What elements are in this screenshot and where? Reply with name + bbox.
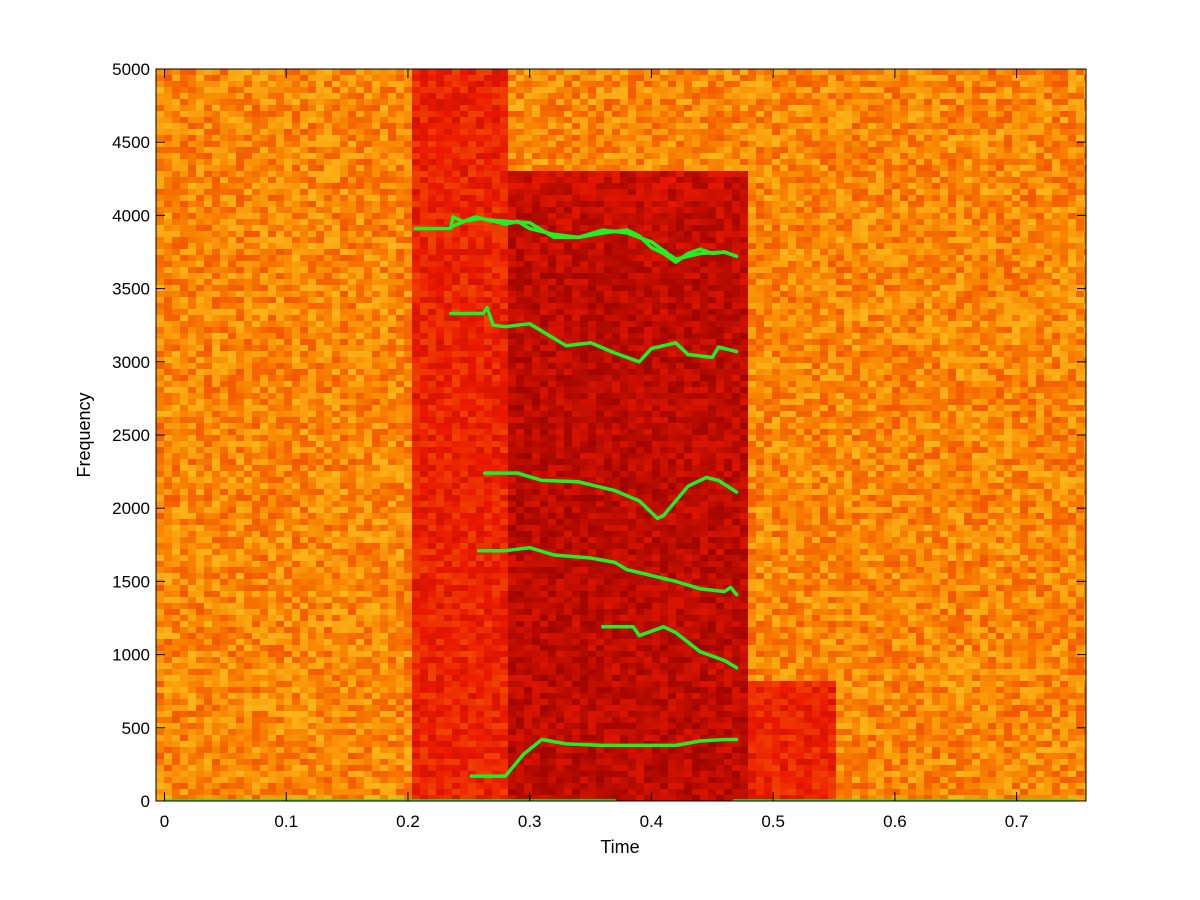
formant-track-4	[482, 471, 739, 521]
formant-track-7	[469, 737, 739, 778]
y-axis-ticks: 0 500 1000 1500 2000 2500 3000 3500 4000 4500 5000	[112, 60, 1086, 811]
formant-tracks	[162, 215, 1077, 801]
y-tick-label: 3000	[112, 353, 150, 372]
x-tick-label: 0	[160, 812, 169, 831]
y-tick-label: 5000	[112, 60, 150, 79]
y-tick-label: 1000	[112, 646, 150, 665]
x-tick-label: 0.6	[883, 812, 907, 831]
y-tick-label: 2000	[112, 499, 150, 518]
x-tick-label: 0.7	[1005, 812, 1029, 831]
x-tick-label: 0.3	[518, 812, 542, 831]
x-tick-label: 0.2	[396, 812, 420, 831]
y-tick-label: 0	[141, 792, 150, 811]
formant-track-3	[448, 305, 739, 364]
formant-track-5	[476, 545, 739, 597]
y-tick-label: 4000	[112, 206, 150, 225]
y-axis-label: Frequency	[74, 392, 94, 477]
y-tick-label: 2500	[112, 426, 150, 445]
x-tick-label: 0.5	[761, 812, 785, 831]
x-axis-label: Time	[600, 837, 639, 857]
formant-track-2	[448, 215, 739, 262]
y-tick-label: 500	[122, 719, 150, 738]
x-axis-ticks: 0 0.1 0.2 0.3 0.4 0.5 0.6 0.7	[160, 69, 1029, 831]
spectrogram-heatmap	[156, 69, 1086, 801]
y-tick-label: 1500	[112, 572, 150, 591]
formant-track-6	[600, 625, 739, 670]
x-tick-label: 0.1	[274, 812, 298, 831]
x-tick-label: 0.4	[640, 812, 664, 831]
y-tick-label: 3500	[112, 280, 150, 299]
y-tick-label: 4500	[112, 133, 150, 152]
